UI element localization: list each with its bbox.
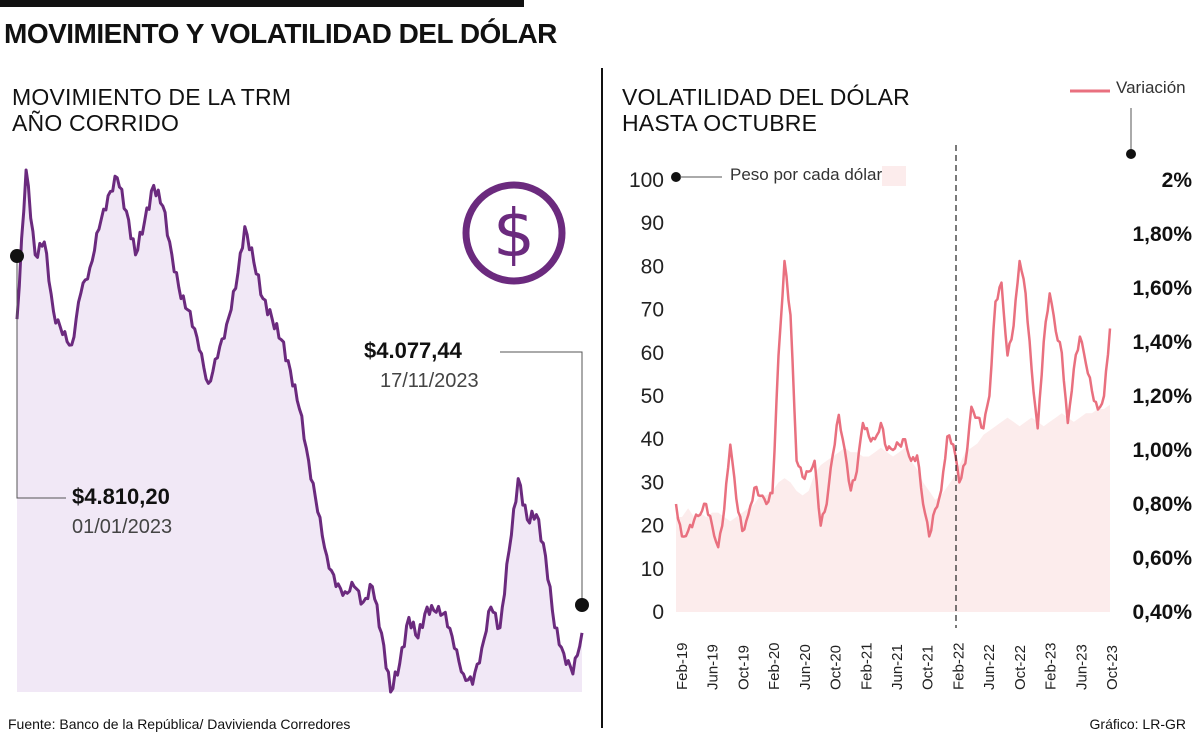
end-date-label: 17/11/2023: [380, 370, 479, 392]
x-tick-label: Jun-21: [889, 644, 906, 690]
y-left-tick-label: 20: [641, 515, 664, 538]
y-left-tick-label: 60: [641, 342, 664, 365]
trm-chart-title: MOVIMIENTO DE LA TRM AÑO CORRIDO: [12, 84, 292, 136]
dollar-icon: $: [462, 181, 566, 285]
y-left-tick-label: 40: [641, 428, 664, 451]
end-value-dot: [575, 598, 589, 612]
credit-note: Gráfico: LR-GR: [1089, 716, 1186, 732]
y-right-tick-label: 0,40%: [1132, 601, 1192, 624]
variation-legend-label: Variación: [1116, 78, 1186, 97]
y-right-tick-label: 2%: [1162, 169, 1193, 192]
trm-area-fill: [17, 170, 582, 692]
y-right-tick-label: 1,40%: [1132, 331, 1192, 354]
start-value-leader: [16, 256, 66, 499]
y-left-tick-label: 80: [641, 255, 664, 278]
x-tick-label: Feb-19: [674, 642, 691, 690]
peso-label-dot: [671, 172, 681, 182]
y-axis-right: 2% 1,80% 1,60% 1,40% 1,20% 1,00% 0,80% 0,60% 0,4…: [1132, 169, 1192, 624]
y-left-tick-label: 50: [641, 385, 664, 408]
x-tick-label: Feb-21: [858, 642, 875, 690]
y-right-tick-label: 0,60%: [1132, 547, 1192, 570]
end-value-leader: [500, 351, 583, 605]
source-note: Fuente: Banco de la República/ Daviviend…: [8, 716, 351, 732]
y-right-tick-label: 1,60%: [1132, 277, 1192, 300]
y-right-tick-label: 1,20%: [1132, 385, 1192, 408]
trm-series-line: [15, 168, 584, 694]
y-right-tick-label: 0,80%: [1132, 493, 1192, 516]
x-tick-label: Jun-19: [705, 644, 722, 690]
trm-chart: $: [10, 168, 589, 694]
y-left-tick-label: 30: [641, 471, 664, 494]
x-tick-label: Oct-21: [920, 645, 937, 690]
y-left-tick-label: 0: [652, 601, 664, 624]
peso-legend-swatch: [882, 166, 906, 186]
x-tick-label: Jun-22: [981, 644, 998, 690]
panel-divider: [601, 68, 603, 728]
x-tick-label: Feb-20: [766, 642, 783, 690]
x-axis: Feb-19 Jun-19 Oct-19 Feb-20 Jun-20 Oct-20 Feb-…: [674, 642, 1121, 690]
y-right-tick-label: 1,80%: [1132, 223, 1192, 246]
y-left-tick-label: 10: [641, 558, 664, 581]
svg-text:$: $: [493, 195, 535, 272]
page-title: MOVIMIENTO Y VOLATILIDAD DEL DÓLAR: [4, 18, 557, 49]
x-tick-label: Jun-23: [1073, 644, 1090, 690]
start-value-label: $4.810,20: [72, 484, 170, 509]
y-right-tick-label: 1,00%: [1132, 439, 1192, 462]
x-tick-label: Feb-23: [1043, 642, 1060, 690]
y-left-tick-label: 70: [641, 299, 664, 322]
legend-leader-dot: [1126, 149, 1136, 159]
x-tick-label: Feb-22: [950, 642, 967, 690]
y-left-tick-label: 90: [641, 212, 664, 235]
x-tick-label: Oct-23: [1104, 645, 1121, 690]
variation-series-line: [674, 259, 1112, 549]
start-value-dot: [10, 249, 24, 263]
volatility-chart-title: VOLATILIDAD DEL DÓLAR HASTA OCTUBRE: [622, 84, 910, 136]
peso-per-dollar-area: [676, 404, 1110, 612]
end-value-label: $4.077,44: [364, 338, 462, 363]
peso-per-dollar-label: Peso por cada dólar: [730, 165, 883, 184]
start-date-label: 01/01/2023: [72, 516, 173, 538]
x-tick-label: Oct-19: [735, 645, 752, 690]
x-tick-label: Jun-20: [797, 644, 814, 690]
x-tick-label: Oct-22: [1012, 645, 1029, 690]
x-tick-label: Oct-20: [828, 645, 845, 690]
y-left-tick-label: 100: [629, 169, 664, 192]
top-rule: [0, 0, 524, 7]
